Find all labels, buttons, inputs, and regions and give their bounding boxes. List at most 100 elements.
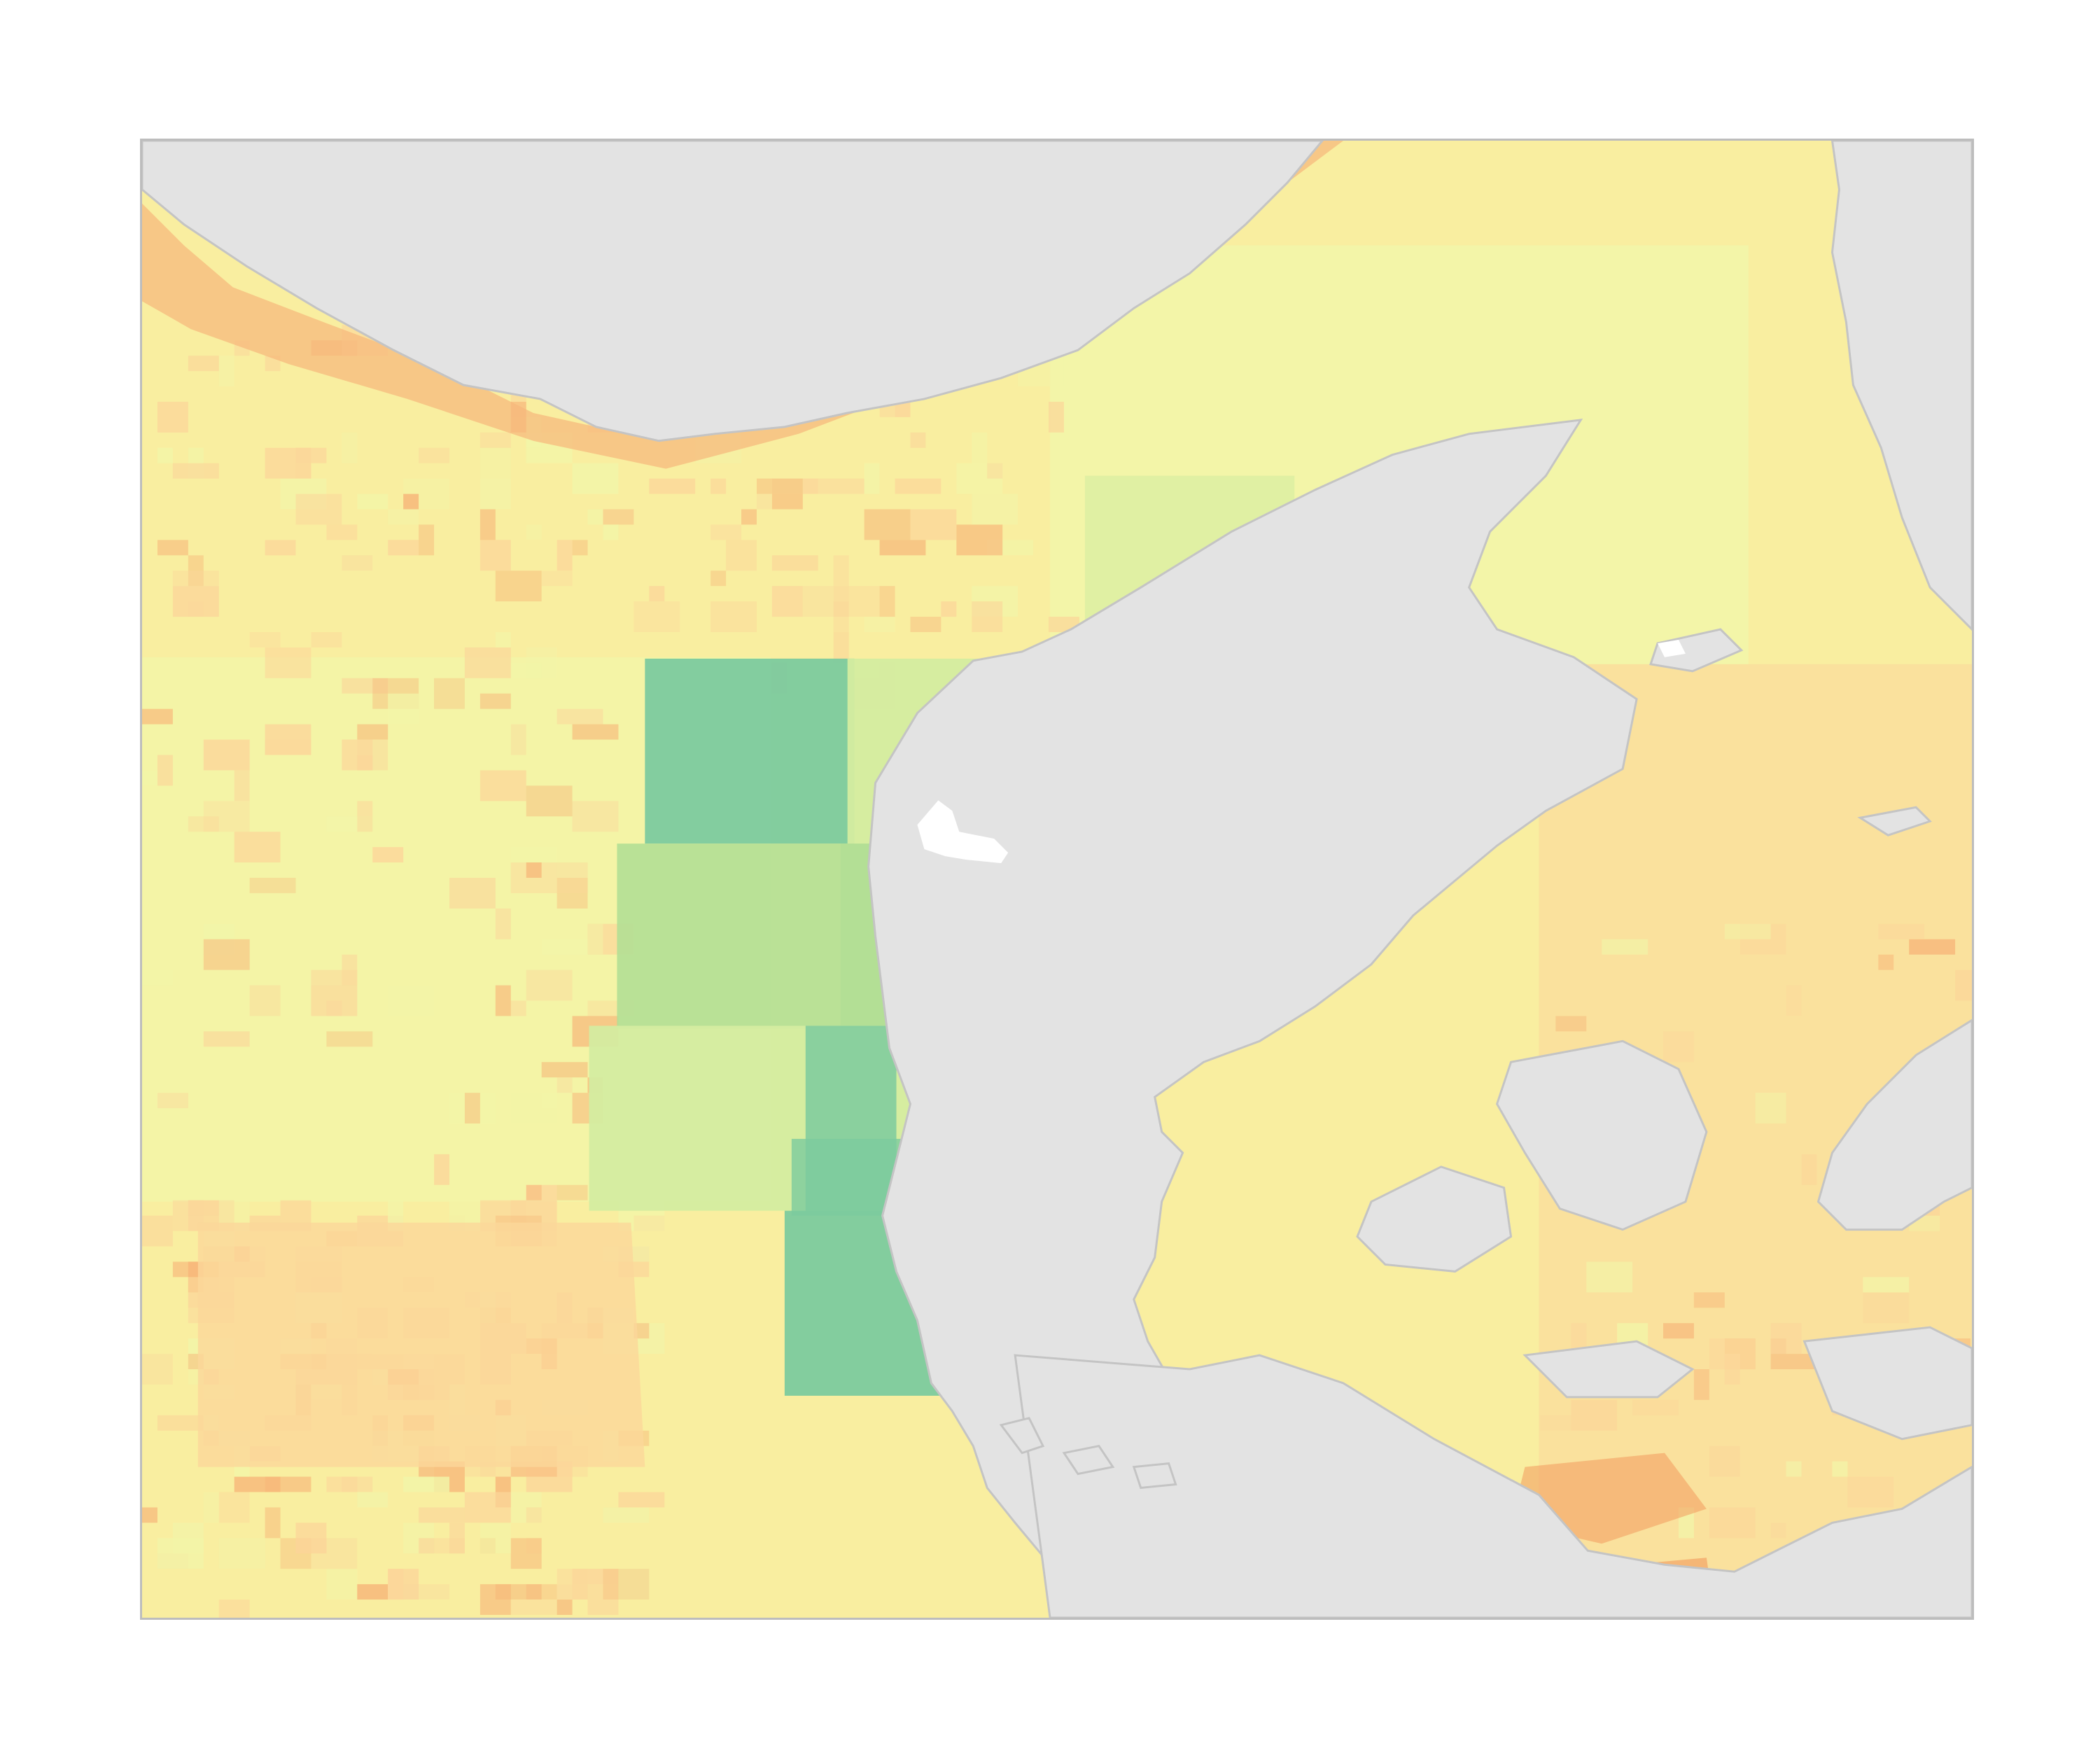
sea-anomaly-tile bbox=[526, 1507, 542, 1523]
sea-anomaly-tile bbox=[295, 447, 327, 463]
sea-anomaly-tile bbox=[203, 1492, 219, 1523]
sea-anomaly-tile bbox=[142, 708, 173, 724]
sea-anomaly-tile bbox=[710, 478, 727, 494]
sea-anomaly-tile bbox=[587, 923, 603, 955]
sea-anomaly-tile bbox=[541, 939, 588, 955]
sea-anomaly-tile bbox=[756, 493, 772, 510]
frisian-islands bbox=[999, 1417, 1177, 1490]
sea-anomaly-tile bbox=[556, 1184, 588, 1200]
sea-anomaly-tile bbox=[710, 601, 757, 633]
sea-anomaly-tile bbox=[1770, 1522, 1786, 1539]
sea-anomaly-tile bbox=[388, 693, 419, 724]
sea-anomaly-tile bbox=[526, 524, 542, 540]
sea-anomaly-tile bbox=[1693, 1292, 1725, 1308]
sea-anomaly-tile bbox=[864, 617, 895, 633]
sea-anomaly-tile bbox=[326, 1569, 358, 1600]
sea-anomaly-tile bbox=[1571, 1399, 1618, 1431]
sea-anomaly-tile bbox=[1693, 1369, 1709, 1400]
sea-anomaly-tile bbox=[234, 1476, 281, 1492]
sea-anomaly-tile bbox=[1786, 1461, 1802, 1477]
sea-anomaly-tile bbox=[526, 785, 573, 817]
sea-anomaly-tile bbox=[741, 509, 757, 525]
sea-anomaly-tile bbox=[357, 493, 388, 510]
sea-anomaly-tile bbox=[357, 801, 373, 817]
sea-anomaly-tile bbox=[311, 969, 358, 986]
sea-anomaly-tile bbox=[188, 1200, 219, 1216]
sea-anomaly-tile bbox=[910, 509, 957, 540]
sea-anomaly-tile bbox=[1770, 1323, 1802, 1354]
sea-anomaly-tile bbox=[1801, 1154, 1817, 1185]
sea-anomaly-tile bbox=[403, 493, 419, 510]
sea-anomaly-tile bbox=[142, 1215, 173, 1247]
sea-anomaly-tile bbox=[464, 1093, 480, 1124]
sea-anomaly-tile bbox=[157, 1415, 204, 1431]
sea-anomaly-tile bbox=[388, 509, 419, 525]
sea-anomaly-tile bbox=[1847, 1476, 1894, 1508]
sea-anomaly-tile bbox=[419, 447, 449, 463]
sea-anomaly-tile bbox=[434, 1538, 465, 1554]
sea-anomaly-tile bbox=[556, 1600, 573, 1616]
sea-anomaly-tile bbox=[1724, 1354, 1740, 1385]
danish-island-bornholm-area bbox=[1802, 1326, 1972, 1441]
orange-band-sw bbox=[197, 1222, 645, 1467]
sea-anomaly-tile bbox=[1740, 923, 1786, 955]
sea-anomaly-tile bbox=[572, 540, 588, 556]
sea-anomaly-tile bbox=[495, 570, 542, 602]
sea-anomaly-tile bbox=[603, 509, 634, 525]
sea-anomaly-tile bbox=[634, 601, 680, 633]
sea-anomaly-tile bbox=[479, 693, 511, 709]
map-canvas[interactable] bbox=[142, 141, 1972, 1618]
danish-island-zealand bbox=[1495, 1040, 1708, 1231]
sea-anomaly-tile bbox=[188, 356, 219, 372]
sea-anomaly-tile bbox=[434, 678, 465, 709]
sea-anomaly-tile bbox=[1571, 1323, 1587, 1354]
sea-anomaly-tile bbox=[142, 969, 173, 986]
sea-anomaly-tile bbox=[634, 1323, 650, 1339]
sea-anomaly-tile bbox=[618, 1569, 650, 1600]
lake-kattegat-small bbox=[1658, 639, 1686, 657]
sea-anomaly-tile bbox=[710, 524, 742, 540]
inland-water bbox=[917, 639, 1686, 864]
sea-anomaly-tile bbox=[218, 1492, 250, 1523]
sea-anomaly-tile bbox=[1049, 401, 1064, 433]
sea-anomaly-tile bbox=[541, 1093, 557, 1109]
sea-anomaly-tile bbox=[495, 985, 511, 1016]
sea-anomaly-tile bbox=[1586, 1261, 1633, 1293]
sea-anomaly-tile bbox=[449, 1522, 465, 1554]
sea-anomaly-tile bbox=[326, 1031, 373, 1047]
land-mass-jutland bbox=[867, 418, 1638, 1618]
land bbox=[142, 141, 1972, 1618]
sea-anomaly-tile bbox=[510, 662, 542, 678]
sea-anomaly-tile bbox=[357, 724, 388, 740]
sea-anomaly-tile bbox=[526, 969, 573, 1001]
orange-band-norway-coast bbox=[142, 141, 1344, 469]
sea-anomaly-tile bbox=[295, 493, 342, 525]
sea-anomaly-tile bbox=[357, 1492, 388, 1508]
sea-anomaly-tile bbox=[234, 770, 250, 802]
sea-anomaly-tile bbox=[771, 586, 803, 617]
sea-anomaly-tile bbox=[295, 1522, 327, 1554]
sea-anomaly-tile bbox=[326, 1000, 342, 1016]
island-laeso bbox=[1649, 628, 1744, 673]
sea-anomaly-tile bbox=[1909, 939, 1956, 955]
sea-anomaly-tile bbox=[634, 1215, 665, 1231]
land-mass-germany bbox=[1014, 1354, 1972, 1618]
sea-anomaly-tile bbox=[556, 862, 588, 893]
sea-anomaly-tile bbox=[479, 770, 526, 802]
sea-anomaly-tile bbox=[388, 1569, 404, 1600]
sea-anomaly-tile bbox=[956, 524, 1003, 556]
sea-anomaly-tile bbox=[157, 401, 188, 433]
land-mass-sweden-north bbox=[1830, 141, 1972, 631]
sea-anomaly-tile bbox=[1863, 1277, 1910, 1293]
sea-anomaly-tile bbox=[203, 1031, 250, 1047]
sea-anomaly-tile bbox=[419, 1507, 465, 1523]
sea-anomaly-tile bbox=[342, 739, 373, 771]
sea-anomaly-tile bbox=[479, 478, 511, 510]
sea-anomaly-tile bbox=[495, 908, 511, 939]
sea-anomaly-tile bbox=[1663, 1031, 1694, 1063]
sea-anomaly-tile bbox=[556, 878, 588, 909]
sea-anomaly-tile bbox=[1724, 923, 1771, 939]
sea-anomaly-tile bbox=[157, 1538, 204, 1569]
sea-anomaly-tile bbox=[833, 632, 849, 663]
sea-anomaly-tile bbox=[188, 601, 204, 617]
